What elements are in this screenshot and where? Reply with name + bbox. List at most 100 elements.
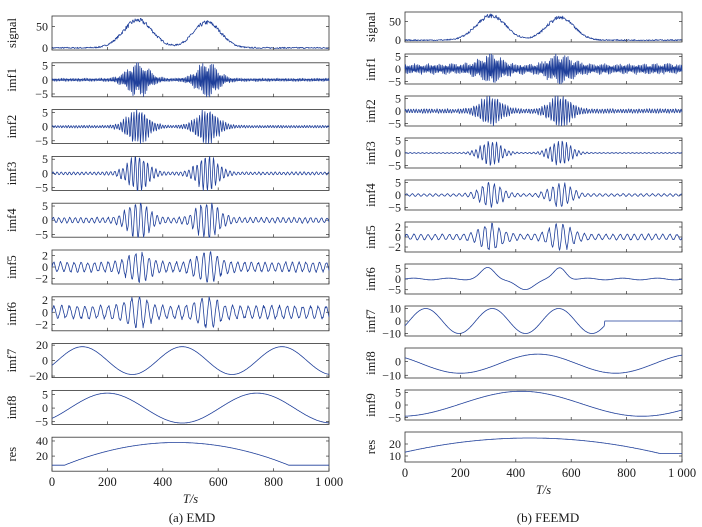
y-tick-label: −5 [388,201,401,215]
y-tick-label: −5 [388,117,401,131]
x-tick-label: 800 [617,466,636,480]
panel-frame [404,347,683,379]
y-tick-label: 2 [42,249,48,263]
y-tick-label: −5 [35,181,48,195]
trace-imf2 [404,95,683,127]
y-tick-label: 10 [389,449,401,463]
panel-label-signal: signal [5,18,19,48]
panel-frame [404,263,683,295]
caption-emd: (a) EMD [169,510,216,525]
x-axis-label: T/s [183,492,198,506]
panel-imf4: −505 imf4 [364,176,683,215]
trace-signal [404,13,683,42]
y-tick-label: 0 [42,41,48,55]
panel-frame [51,296,330,332]
x-tick-label: 600 [562,466,581,480]
panel-imf6: −505 imf6 [364,261,683,297]
y-tick-label: 5 [42,152,48,166]
y-tick-label: 0 [42,120,48,134]
panel-imf8: −100 imf8 [364,347,683,382]
panel-signal: 0 50 signal [364,12,683,47]
y-tick-label: 5 [395,261,401,275]
trace-imf7 [51,346,330,375]
x-tick-label: 0 [402,466,408,480]
y-tick-label: 40 [36,434,48,448]
panel-label-imf9: imf9 [364,393,378,417]
y-tick-label: 0 [395,62,401,76]
y-tick-label: 5 [395,50,401,64]
y-tick-label: 0 [42,305,48,319]
trace-imf8 [404,353,683,374]
panel-frame [404,179,683,211]
y-tick-label: 0 [395,33,401,47]
panel-imf1: −505 imf1 [5,59,330,101]
y-tick-label: −2 [35,318,48,332]
x-tick-label: 600 [209,475,228,489]
panel-imf5: −202 imf5 [5,249,330,285]
panel-signal: 0 50 signal [5,15,330,55]
y-tick-label: 0 [395,146,401,160]
panel-frame [51,15,330,51]
panel-imf2: −505 imf2 [5,105,330,148]
y-tick-label: 0 [42,73,48,87]
x-tick-label: 1 000 [668,466,696,480]
x-tick-label: 1 000 [315,475,343,489]
trace-imf3 [51,156,330,191]
y-tick-label: 5 [395,176,401,190]
panel-label-res: res [364,440,378,455]
panel-imf2: −505 imf2 [364,92,683,131]
feemd-column: 050signal−505imf1−505imf2−505imf3−505imf… [364,12,696,497]
panel-imf1: −505 imf1 [364,50,683,89]
trace-imf1 [51,62,330,98]
y-tick-label: −2 [388,240,401,254]
panel-label-res: res [5,447,19,462]
y-tick-label: 0 [42,260,48,274]
y-tick-label: 20 [389,437,401,451]
trace-imf4 [51,202,330,238]
trace-res [404,437,682,454]
y-tick-label: −5 [388,75,401,89]
y-tick-label: 0 [395,230,401,244]
panel-label-imf1: imf1 [364,57,378,81]
y-tick-label: 10 [389,302,401,316]
panel-imf3: −505 imf3 [364,134,683,173]
panel-label-imf5: imf5 [5,255,19,279]
y-tick-label: −10 [382,368,401,382]
y-tick-label: −5 [35,87,48,101]
panel-label-imf2: imf2 [364,99,378,123]
y-tick-label: −5 [388,159,401,173]
y-tick-label: 20 [36,449,48,463]
panel-label-imf7: imf7 [5,349,19,373]
panel-label-signal: signal [364,12,378,42]
panel-label-imf3: imf3 [5,162,19,186]
panel-label-imf8: imf8 [364,351,378,375]
y-tick-label: 2 [42,293,48,307]
emd-column: 050signal−505imf1−505imf2−505imf3−505imf… [5,15,343,506]
trace-imf7 [404,308,682,334]
x-tick-label: 800 [264,475,283,489]
y-tick-label: −2 [35,271,48,285]
trace-signal [51,18,330,49]
trace-res [52,442,329,466]
y-tick-label: 5 [42,199,48,213]
x-tick-label: 200 [451,466,470,480]
y-tick-label: −5 [388,411,401,425]
x-tick-label: 400 [506,466,525,480]
trace-imf5 [404,222,683,251]
y-tick-label: 0 [395,104,401,118]
x-axis-label: T/s [536,483,551,497]
panel-label-imf4: imf4 [5,208,19,232]
x-tick-label: 0 [49,475,55,489]
panel-frame [51,389,330,425]
caption-feemd: (b) FEEMD [517,510,579,525]
panel-label-imf6: imf6 [5,302,19,326]
y-tick-label: −5 [35,134,48,148]
y-tick-label: 5 [42,59,48,73]
trace-imf5 [51,251,330,283]
panel-label-imf5: imf5 [364,225,378,249]
y-tick-label: 5 [395,92,401,106]
y-tick-label: 5 [42,105,48,119]
y-tick-label: 5 [395,386,401,400]
panel-imf9: −505 imf9 [364,386,683,425]
trace-imf6 [404,267,683,290]
